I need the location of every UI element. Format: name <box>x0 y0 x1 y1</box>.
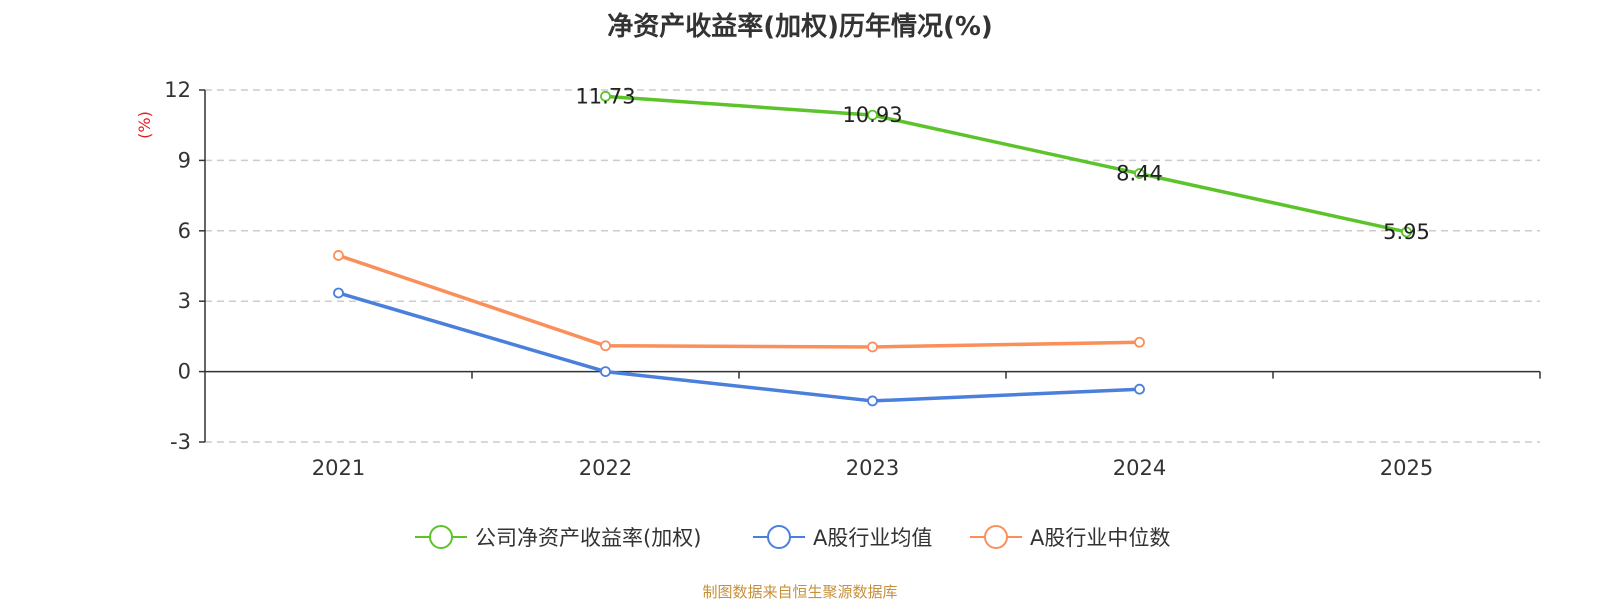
axes: -3 0 3 6 9 12 2021 2022 2023 2024 2025 <box>164 78 1541 480</box>
x-tick-label: 2023 <box>846 456 899 480</box>
data-label: 5.95 <box>1383 220 1430 244</box>
data-labels: 11.73 10.93 8.44 5.95 <box>575 84 1429 244</box>
data-point[interactable] <box>600 340 611 352</box>
y-tick-label: -3 <box>170 430 191 454</box>
data-point[interactable] <box>333 287 344 299</box>
x-tick-label: 2021 <box>312 456 365 480</box>
data-point[interactable] <box>1134 168 1145 179</box>
series-line <box>337 253 1140 349</box>
legend-marker <box>767 525 791 549</box>
y-tick-label: 3 <box>178 289 191 313</box>
legend-label: A股行业均值 <box>813 526 932 550</box>
data-point[interactable] <box>1134 383 1145 395</box>
series <box>333 90 1412 407</box>
legend-item[interactable]: 公司净资产收益率(加权) <box>415 525 701 550</box>
legend-item[interactable]: A股行业中位数 <box>970 525 1170 550</box>
chart-title: 净资产收益率(加权)历年情况(%) <box>607 12 993 42</box>
data-point[interactable] <box>1401 226 1412 238</box>
data-label: 11.73 <box>575 84 635 108</box>
data-point[interactable] <box>1134 336 1145 348</box>
y-tick-label: 6 <box>178 219 191 243</box>
data-point[interactable] <box>867 395 878 407</box>
series-line <box>338 291 1140 403</box>
y-tick-label: 0 <box>178 360 191 384</box>
legend-label: 公司净资产收益率(加权) <box>475 526 701 550</box>
legend: 公司净资产收益率(加权) A股行业均值 A股行业中位数 <box>415 525 1170 550</box>
data-point[interactable] <box>867 109 878 121</box>
grid-lines <box>205 89 1540 443</box>
series-line <box>605 94 1407 234</box>
y-axis-label: (%) <box>135 111 154 139</box>
legend-marker <box>429 525 453 549</box>
source-note: 制图数据来自恒生聚源数据库 <box>702 583 898 601</box>
x-tick-label: 2024 <box>1113 456 1166 480</box>
data-label: 8.44 <box>1116 162 1163 186</box>
y-tick-label: 9 <box>178 148 191 172</box>
data-point[interactable] <box>333 250 344 261</box>
data-label: 10.93 <box>842 103 902 127</box>
legend-item[interactable]: A股行业均值 <box>753 525 932 550</box>
legend-label: A股行业中位数 <box>1030 526 1170 550</box>
y-tick-label: 12 <box>164 78 191 102</box>
data-point[interactable] <box>867 341 878 353</box>
data-point[interactable] <box>600 366 611 378</box>
x-tick-label: 2025 <box>1380 456 1433 480</box>
legend-marker <box>984 525 1008 549</box>
x-tick-label: 2022 <box>579 456 632 480</box>
data-point[interactable] <box>600 90 611 102</box>
